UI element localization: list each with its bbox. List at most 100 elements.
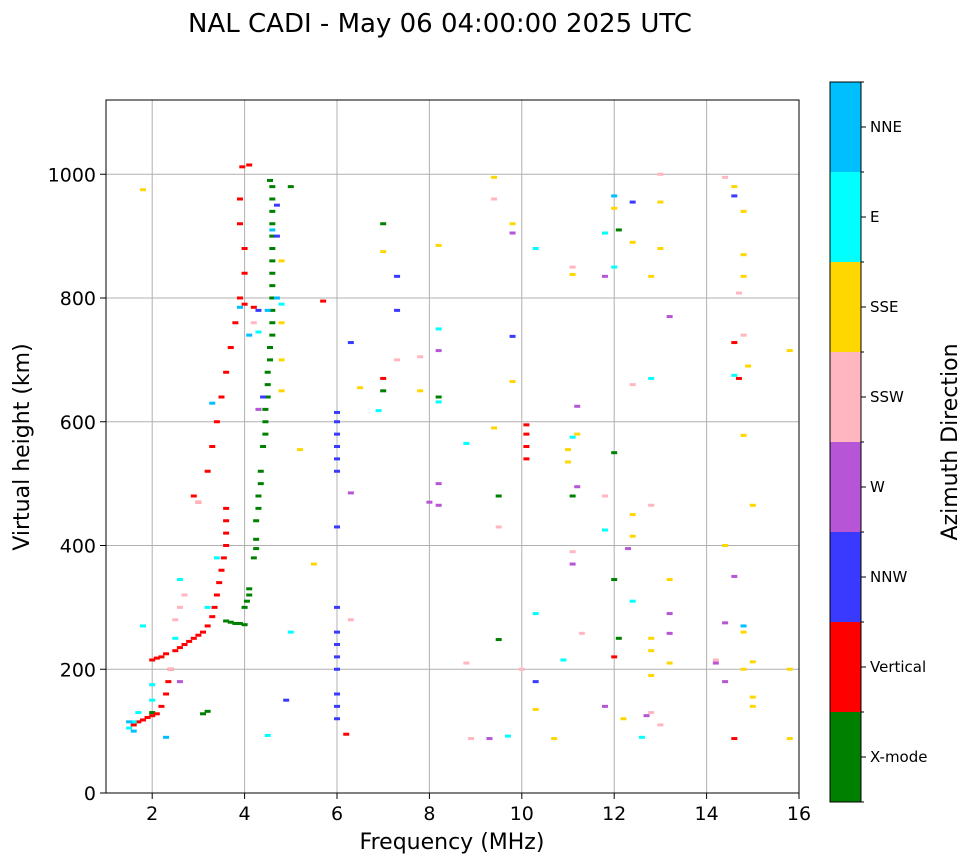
data-point	[153, 656, 160, 660]
data-point	[518, 667, 525, 671]
data-point	[250, 305, 257, 309]
data-point	[504, 734, 511, 738]
data-point	[491, 197, 498, 201]
data-point	[463, 661, 470, 665]
data-point	[220, 556, 227, 560]
data-point	[267, 346, 274, 349]
colorbar-label: E	[870, 208, 879, 226]
data-point	[190, 494, 197, 498]
data-point	[236, 222, 243, 226]
data-point	[227, 346, 234, 349]
data-point	[269, 308, 276, 312]
data-point	[278, 321, 285, 325]
data-point	[740, 333, 747, 337]
data-point	[666, 631, 673, 635]
data-point	[153, 712, 160, 716]
data-point	[615, 228, 622, 232]
data-point	[347, 618, 354, 622]
data-point	[209, 615, 216, 619]
data-point	[246, 593, 253, 597]
data-point	[611, 206, 618, 210]
data-point	[264, 383, 271, 387]
colorbar: X-mode Vertical NNW W SSW SSE E NNE	[829, 81, 927, 803]
data-point	[532, 707, 539, 711]
data-point	[657, 247, 664, 250]
data-point	[163, 692, 170, 696]
data-point	[176, 578, 183, 582]
data-point	[740, 209, 747, 213]
data-point	[223, 531, 230, 535]
data-point	[509, 231, 516, 235]
colorbar-title: Azimuth Direction	[938, 343, 963, 540]
data-point	[629, 240, 636, 244]
data-point	[223, 519, 230, 523]
data-point	[255, 308, 262, 312]
data-point	[532, 680, 539, 684]
data-point	[435, 395, 442, 399]
x-tick-label: 14	[695, 803, 719, 825]
data-point	[569, 494, 576, 498]
data-point	[334, 432, 340, 436]
data-point	[749, 660, 756, 664]
data-point	[551, 737, 558, 741]
data-point	[241, 623, 248, 627]
data-point	[394, 308, 401, 312]
data-point	[223, 370, 230, 374]
data-point	[648, 673, 655, 677]
data-point	[343, 732, 350, 736]
data-point	[223, 506, 230, 510]
data-point	[241, 247, 248, 250]
data-point	[334, 667, 340, 671]
colorbar-label: NNE	[870, 118, 902, 136]
data-point	[745, 364, 752, 368]
y-tick-label: 1000	[48, 164, 96, 186]
data-point	[232, 321, 239, 325]
data-point	[394, 358, 401, 362]
data-point	[139, 718, 146, 722]
data-point	[740, 253, 747, 257]
data-point	[287, 630, 294, 634]
x-tick-label: 6	[331, 803, 343, 825]
series-nnw	[255, 194, 738, 721]
y-tick-label: 200	[60, 659, 96, 681]
x-tick-label: 12	[602, 803, 626, 825]
data-point	[139, 624, 146, 628]
data-point	[657, 723, 664, 727]
data-point	[257, 482, 264, 486]
data-point	[509, 380, 516, 384]
data-point	[273, 234, 280, 238]
data-point	[491, 426, 498, 430]
data-point	[657, 172, 664, 176]
data-point	[786, 667, 793, 671]
data-point	[253, 547, 260, 551]
x-tick-label: 10	[510, 803, 534, 825]
data-point	[264, 370, 271, 374]
data-point	[204, 624, 211, 628]
data-point	[200, 712, 207, 716]
x-tick-label: 16	[787, 803, 811, 825]
data-point	[250, 321, 257, 325]
data-point	[334, 525, 340, 529]
data-point	[278, 259, 285, 263]
data-point	[253, 519, 260, 523]
colorbar-segment	[830, 262, 861, 352]
y-axis-label: Virtual height (km)	[10, 343, 35, 550]
x-tick-label: 2	[146, 803, 158, 825]
data-point	[565, 460, 571, 464]
data-point	[463, 441, 470, 445]
plot-area	[106, 100, 799, 793]
data-point	[283, 698, 290, 702]
data-point	[246, 587, 253, 591]
data-point	[211, 605, 218, 609]
series-w	[176, 231, 738, 741]
data-point	[149, 698, 156, 702]
data-point	[722, 175, 729, 179]
colorbar-label: SSW	[870, 388, 904, 406]
data-point	[269, 333, 276, 337]
data-point	[467, 737, 474, 741]
data-point	[666, 661, 673, 665]
data-point	[190, 636, 197, 640]
data-point	[126, 726, 133, 730]
data-point	[181, 643, 188, 646]
data-point	[615, 636, 622, 640]
